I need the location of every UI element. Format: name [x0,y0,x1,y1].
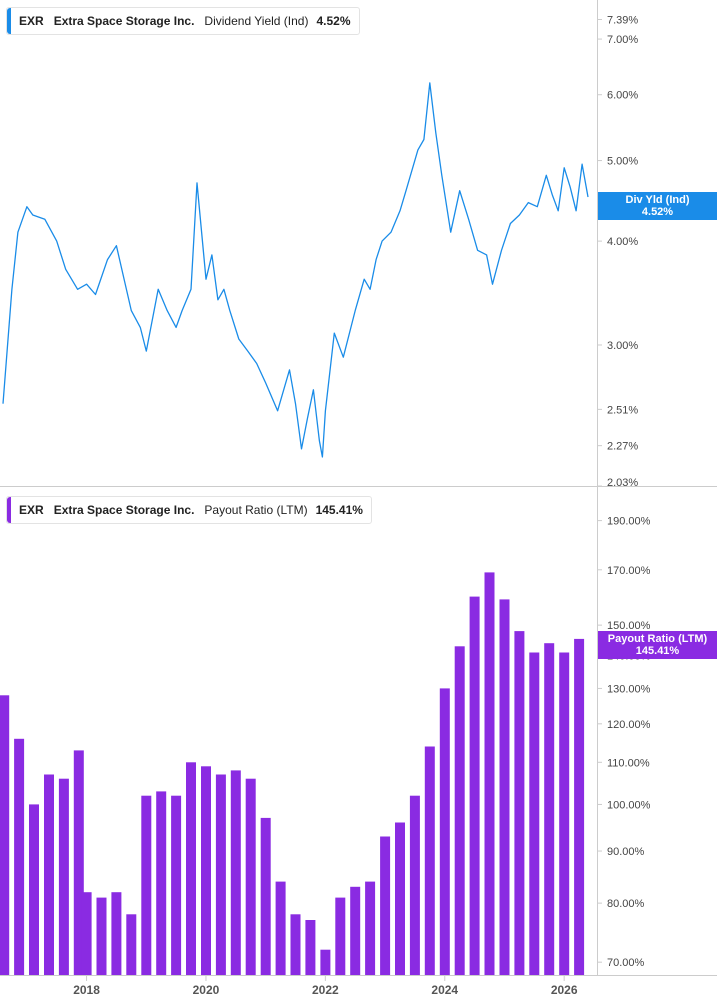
payout-ratio-bar [245,778,256,975]
payout-ratio-bar [58,778,69,975]
payout-ratio-bar [126,914,137,975]
legend-swatch [7,497,11,523]
legend-swatch [7,8,11,34]
payout-ratio-bar [544,643,555,975]
badge-label: Div Yld (Ind) [625,194,690,206]
payout-ratio-bar [215,774,226,975]
payout-ratio-bar [201,766,211,975]
y-tick-label: 100.00% [607,799,651,811]
y-tick-label: 120.00% [607,719,651,731]
legend-metric: Dividend Yield (Ind) [204,14,309,28]
payout-ratio-bar [29,804,39,975]
badge-value: 4.52% [641,206,674,218]
payout-ratio-bar [499,599,510,975]
payout-ratio-plot [0,572,585,975]
payout-ratio-bar [409,795,420,975]
legend-ticker: EXR [19,503,44,517]
payout-ratio-bar [574,638,585,975]
dividend-yield-badge: Div Yld (Ind) 4.52% [598,192,717,220]
payout-ratio-bar [559,652,570,975]
y-tick-label: 90.00% [607,846,645,858]
legend-value: 145.41% [315,503,363,517]
payout-ratio-badge: Payout Ratio (LTM) 145.41% [598,631,717,659]
y-tick-label: 80.00% [607,898,645,910]
y-tick-label: 2.27% [607,441,638,453]
badge-value: 145.41% [635,645,680,657]
payout-ratio-bar [529,652,540,975]
legend-ticker: EXR [19,14,44,28]
payout-ratio-bar [439,688,450,975]
x-tick-label: 2024 [431,983,458,997]
payout-ratio-bar [171,795,182,975]
x-tick-label: 2018 [73,983,100,997]
y-tick-label: 190.00% [607,516,651,528]
payout-ratio-bar [230,770,241,975]
x-tick-label: 2020 [193,983,220,997]
y-tick-label: 5.00% [607,156,638,168]
y-tick-label: 3.00% [607,340,638,352]
payout-ratio-bar [141,795,152,975]
payout-ratio-bar [484,572,495,975]
payout-ratio-bar [380,836,391,975]
payout-ratio-bar [156,791,167,975]
payout-ratio-bar [111,892,122,975]
legend-value: 4.52% [316,14,351,28]
y-tick-label: 70.00% [607,957,645,969]
badge-label: Payout Ratio (LTM) [607,633,708,645]
x-tick-label: 2026 [551,983,578,997]
payout-ratio-bar [44,774,54,975]
dividend-yield-legend: EXR Extra Space Storage Inc. Dividend Yi… [6,7,360,35]
payout-ratio-bar [424,746,435,975]
payout-ratio-bar [0,695,10,975]
y-tick-label: 6.00% [607,90,638,102]
payout-ratio-bar [335,897,346,975]
dividend-yield-plot [2,82,589,458]
payout-ratio-bar [395,822,405,975]
y-tick-label: 110.00% [607,757,650,769]
y-tick-label: 130.00% [607,683,651,695]
x-tick-label: 2022 [312,983,339,997]
legend-company: Extra Space Storage Inc. [53,503,195,517]
y-tick-label: 150.00% [607,620,651,632]
payout-ratio-bar [350,886,361,975]
legend-metric: Payout Ratio (LTM) [204,503,308,517]
y-tick-label: 7.00% [607,34,638,46]
payout-ratio-bar [186,762,196,975]
payout-ratio-bar [290,914,301,975]
payout-ratio-bar [96,897,107,975]
y-tick-label: 2.03% [607,477,638,489]
payout-ratio-bar [73,750,84,975]
payout-ratio-bar [365,881,376,975]
y-tick-label: 7.39% [607,15,638,27]
payout-ratio-bar [469,596,480,975]
dividend-yield-line [2,82,589,458]
y-tick-label: 2.51% [607,404,638,416]
payout-ratio-bar [305,920,316,975]
payout-ratio-bar [454,646,465,975]
payout-ratio-legend: EXR Extra Space Storage Inc. Payout Rati… [6,496,372,524]
payout-ratio-bar [514,631,525,975]
payout-ratio-bar [81,892,92,975]
y-tick-label: 4.00% [607,236,638,248]
legend-company: Extra Space Storage Inc. [53,14,195,28]
y-tick-label: 170.00% [607,565,651,577]
payout-ratio-bar [320,949,331,975]
payout-ratio-bar [260,817,271,975]
payout-ratio-bar [14,738,25,975]
payout-ratio-bar [275,881,286,975]
